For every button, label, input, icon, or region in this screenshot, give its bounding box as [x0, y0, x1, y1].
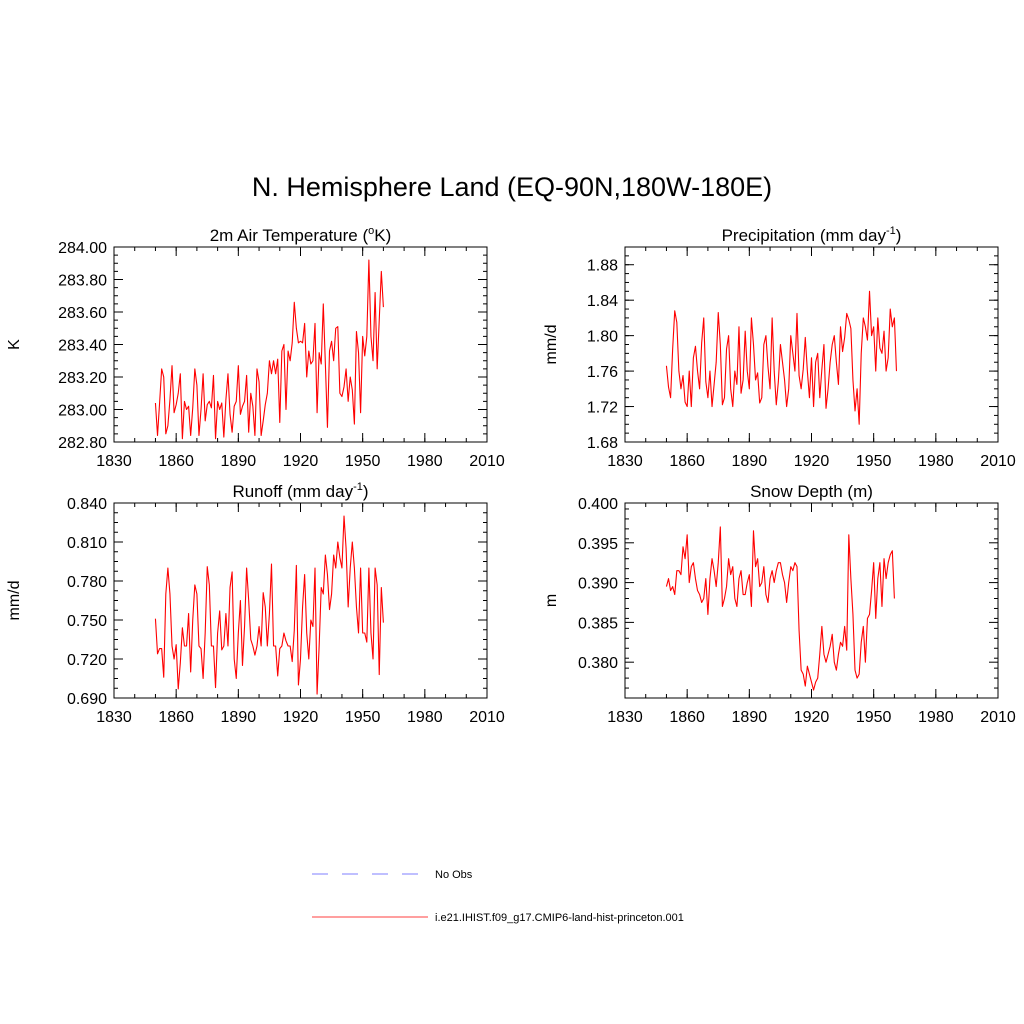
- x-tick-label: 1890: [732, 709, 768, 726]
- y-tick-label: 283.40: [58, 338, 107, 355]
- x-tick-label: 1830: [96, 709, 132, 726]
- legend-label: No Obs: [435, 869, 473, 881]
- y-tick-label: 0.390: [578, 576, 618, 593]
- y-axis-label: mm/d: [6, 581, 23, 621]
- panel-title-tail: K): [374, 226, 391, 245]
- plot-frame: [624, 502, 999, 699]
- figure-title: N. Hemisphere Land (EQ-90N,180W-180E): [251, 172, 773, 202]
- y-tick-label: 1.76: [587, 364, 618, 381]
- y-tick-label: 283.80: [58, 273, 107, 290]
- panel-title-main: Snow Depth (m): [750, 482, 873, 501]
- panel-title-superscript: -1: [886, 225, 896, 237]
- plot-frame: [624, 246, 999, 443]
- x-tick-label: 1920: [283, 709, 319, 726]
- x-tick-label: 1830: [96, 453, 132, 470]
- x-tick-label: 1890: [732, 453, 768, 470]
- y-tick-label: 283.00: [58, 403, 107, 420]
- panel-2: 1830 1860 1890 1920 1950 1980 2010 1.68 1.72 1.76…: [543, 225, 1016, 470]
- x-tick-label: 1920: [283, 453, 319, 470]
- y-axis-label: mm/d: [543, 325, 560, 365]
- panel-title-tail: ): [896, 226, 902, 245]
- panel-4: 1830 1860 1890 1920 1950 1980 2010 0.380 0.385 0.…: [543, 482, 1016, 726]
- y-tick-label: 0.720: [67, 652, 107, 669]
- x-tick-label: 1980: [407, 453, 443, 470]
- series-line: [154, 259, 384, 440]
- x-tick-label: 2010: [469, 709, 505, 726]
- y-tick-label: 0.750: [67, 613, 107, 630]
- y-axis-label: m: [543, 594, 560, 607]
- panel-3: 1830 1860 1890 1920 1950 1980 2010 0.690 0.720 0.…: [6, 481, 505, 726]
- x-tick-label: 2010: [980, 453, 1016, 470]
- panel-title: 2m Air Temperature (oK): [210, 225, 392, 245]
- y-tick-label: 0.690: [67, 691, 107, 708]
- x-tick-label: 1920: [794, 709, 830, 726]
- legend: No Obs i.e21.IHIST.f09_g17.CMIP6-land-his…: [312, 869, 684, 924]
- panel-title: Precipitation (mm day-1): [722, 225, 902, 245]
- y-tick-label: 283.20: [58, 370, 107, 387]
- x-tick-label: 1950: [856, 453, 892, 470]
- panel-title-main: 2m Air Temperature (: [210, 226, 369, 245]
- panel-title-main: Precipitation (mm day: [722, 226, 887, 245]
- y-tick-label: 1.84: [587, 293, 618, 310]
- y-tick-label: 0.840: [67, 496, 107, 513]
- panel-title: Snow Depth (m): [750, 482, 873, 501]
- y-tick-label: 1.72: [587, 400, 618, 417]
- y-tick-label: 1.80: [587, 329, 618, 346]
- y-tick-label: 282.80: [58, 435, 107, 452]
- x-tick-label: 1980: [918, 709, 954, 726]
- series-line: [665, 526, 895, 691]
- y-tick-label: 1.88: [587, 258, 618, 275]
- y-tick-label: 0.400: [578, 496, 618, 513]
- y-tick-label: 0.810: [67, 535, 107, 552]
- x-tick-label: 1980: [918, 453, 954, 470]
- y-tick-label: 0.380: [578, 655, 618, 672]
- y-tick-label: 0.385: [578, 615, 618, 632]
- y-tick-label: 284.00: [58, 240, 107, 257]
- x-tick-label: 1950: [856, 709, 892, 726]
- x-tick-label: 1860: [669, 709, 705, 726]
- legend-label: i.e21.IHIST.f09_g17.CMIP6-land-hist-prin…: [435, 912, 684, 924]
- x-tick-label: 2010: [980, 709, 1016, 726]
- panel-title-superscript: -1: [353, 481, 363, 493]
- series-line: [154, 515, 384, 695]
- plot-frame: [113, 246, 488, 443]
- y-tick-label: 0.780: [67, 574, 107, 591]
- x-tick-label: 1950: [345, 453, 381, 470]
- panel-title: Runoff (mm day-1): [232, 481, 368, 501]
- x-tick-label: 1830: [607, 453, 643, 470]
- x-tick-label: 1890: [221, 709, 257, 726]
- x-tick-label: 1920: [794, 453, 830, 470]
- panel-title-tail: ): [363, 482, 369, 501]
- x-tick-label: 2010: [469, 453, 505, 470]
- x-tick-label: 1860: [669, 453, 705, 470]
- panel-1: 1830 1860 1890 1920 1950 1980 2010 282.80 283.00…: [6, 225, 505, 470]
- y-tick-label: 283.60: [58, 305, 107, 322]
- series-line: [665, 290, 898, 425]
- x-tick-label: 1860: [158, 709, 194, 726]
- y-axis-label: K: [6, 339, 23, 350]
- x-tick-label: 1830: [607, 709, 643, 726]
- x-tick-label: 1890: [221, 453, 257, 470]
- x-tick-label: 1860: [158, 453, 194, 470]
- x-tick-label: 1950: [345, 709, 381, 726]
- x-tick-label: 1980: [407, 709, 443, 726]
- panel-title-superscript: o: [368, 225, 374, 237]
- y-tick-label: 0.395: [578, 536, 618, 553]
- y-tick-label: 1.68: [587, 435, 618, 452]
- panel-title-main: Runoff (mm day: [232, 482, 353, 501]
